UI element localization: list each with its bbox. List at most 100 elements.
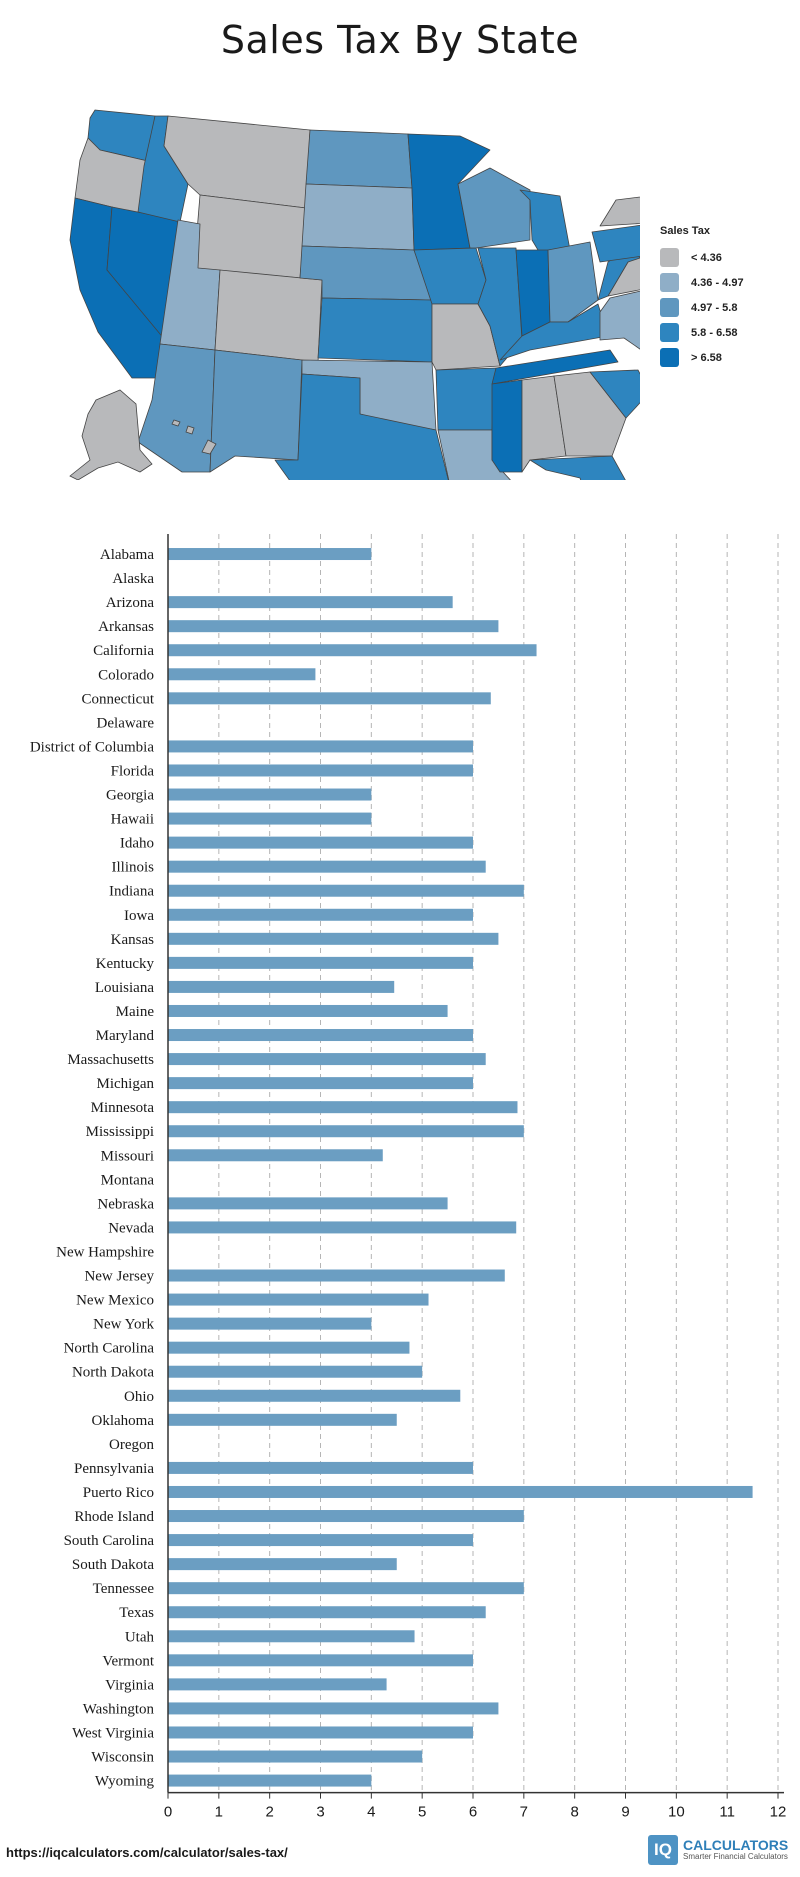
map-legend: Sales Tax < 4.36 4.36 - 4.97 4.97 - 5.8 5.8… — [660, 225, 744, 370]
map-state-ohio — [547, 241, 599, 323]
sales-tax-bar-chart: Alabama Alaska Arizona Arkansas California Co… — [30, 534, 786, 1821]
category-label: Wisconsin — [91, 1750, 154, 1766]
x-tick-label: 4 — [367, 1804, 375, 1821]
category-label: Oregon — [109, 1437, 154, 1453]
legend-label: > 6.58 — [691, 351, 722, 364]
bar — [168, 788, 372, 801]
bar — [168, 1678, 387, 1691]
category-label: Texas — [119, 1605, 154, 1621]
category-label: Vermont — [102, 1653, 154, 1669]
category-label: Montana — [101, 1172, 155, 1188]
legend-item: 4.97 - 5.8 — [660, 295, 744, 320]
legend-title: Sales Tax — [660, 225, 710, 237]
map-state-tennessee — [491, 349, 619, 385]
legend-item: < 4.36 — [660, 245, 744, 270]
bar — [168, 932, 499, 945]
category-label: Utah — [125, 1629, 155, 1645]
map-state-south-carolina — [589, 369, 640, 419]
legend-item: > 6.58 — [660, 345, 744, 370]
category-label: Iowa — [124, 908, 154, 924]
map-state-florida — [529, 455, 626, 480]
map-state-indiana — [515, 249, 551, 337]
bar — [168, 1630, 415, 1643]
bar — [168, 1101, 518, 1114]
legend-item: 5.8 - 6.58 — [660, 320, 744, 345]
bar — [168, 1606, 486, 1619]
legend-swatch — [660, 248, 679, 267]
legend-label: < 4.36 — [691, 251, 722, 264]
bar — [168, 764, 473, 777]
category-label: Illinois — [111, 860, 154, 876]
bar — [168, 1365, 423, 1378]
bar — [168, 1461, 473, 1474]
category-label: Georgia — [106, 788, 154, 804]
category-label: Tennessee — [93, 1581, 155, 1597]
category-label: New York — [93, 1317, 154, 1333]
x-tick-label: 1 — [215, 1804, 223, 1821]
category-label: North Dakota — [72, 1365, 154, 1381]
bar — [168, 1125, 524, 1138]
map-state-colorado — [214, 269, 323, 363]
legend-label: 5.8 - 6.58 — [691, 326, 738, 339]
bar — [168, 1485, 753, 1498]
map-state-wyoming — [193, 194, 307, 279]
bar — [168, 1413, 397, 1426]
category-label: Idaho — [120, 836, 154, 852]
map-state-north-carolina — [599, 290, 640, 350]
bar — [168, 908, 473, 921]
category-label: Puerto Rico — [83, 1485, 154, 1501]
bar — [168, 812, 372, 825]
bar — [168, 1269, 505, 1282]
bar — [168, 1558, 397, 1571]
bar — [168, 1774, 372, 1787]
bar — [168, 692, 491, 705]
category-label: Alabama — [100, 547, 154, 563]
legend-swatch — [660, 323, 679, 342]
bar — [168, 1510, 524, 1523]
legend-items: < 4.36 4.36 - 4.97 4.97 - 5.8 5.8 - 6.58 > 6… — [660, 245, 744, 370]
bar — [168, 596, 453, 609]
bar — [168, 956, 473, 969]
category-label: California — [93, 643, 154, 659]
bar — [168, 1221, 517, 1234]
bar — [168, 1004, 448, 1017]
bar — [168, 1149, 383, 1162]
category-label: Connecticut — [82, 691, 155, 707]
x-tick-label: 9 — [621, 1804, 629, 1821]
x-tick-label: 5 — [418, 1804, 426, 1821]
category-label: South Dakota — [72, 1557, 154, 1573]
category-label: Wyoming — [95, 1774, 155, 1790]
map-state-mississippi — [491, 379, 523, 473]
category-label: Kansas — [111, 932, 154, 948]
bar — [168, 1053, 486, 1066]
bar — [168, 1726, 473, 1739]
category-label: District of Columbia — [30, 739, 154, 755]
category-label: Hawaii — [111, 812, 154, 828]
category-label: South Carolina — [64, 1533, 155, 1549]
bar — [168, 1750, 423, 1763]
bar — [168, 548, 372, 561]
bar — [168, 1389, 461, 1402]
bar — [168, 860, 486, 873]
x-tick-label: 10 — [668, 1804, 685, 1821]
category-label: Florida — [111, 763, 155, 779]
map-state-texas — [274, 373, 449, 480]
legend-swatch — [660, 298, 679, 317]
map-state-north-dakota — [305, 129, 413, 189]
logo-badge: IQ — [648, 1835, 678, 1865]
map-state-hawaii — [171, 419, 217, 455]
bar — [168, 1077, 473, 1090]
bar — [168, 1317, 372, 1330]
map-state-wisconsin — [457, 167, 531, 249]
footer-url[interactable]: https://iqcalculators.com/calculator/sal… — [6, 1845, 288, 1860]
bar — [168, 1293, 429, 1306]
map-state-pennsylvania — [591, 224, 640, 263]
bar — [168, 1582, 524, 1595]
bar — [168, 644, 537, 657]
category-label: Mississippi — [86, 1124, 154, 1140]
category-label: New Mexico — [76, 1293, 154, 1309]
category-label: Kentucky — [96, 956, 155, 972]
us-sales-tax-map — [69, 109, 640, 480]
map-state-arkansas — [435, 367, 497, 431]
bar — [168, 1029, 473, 1042]
